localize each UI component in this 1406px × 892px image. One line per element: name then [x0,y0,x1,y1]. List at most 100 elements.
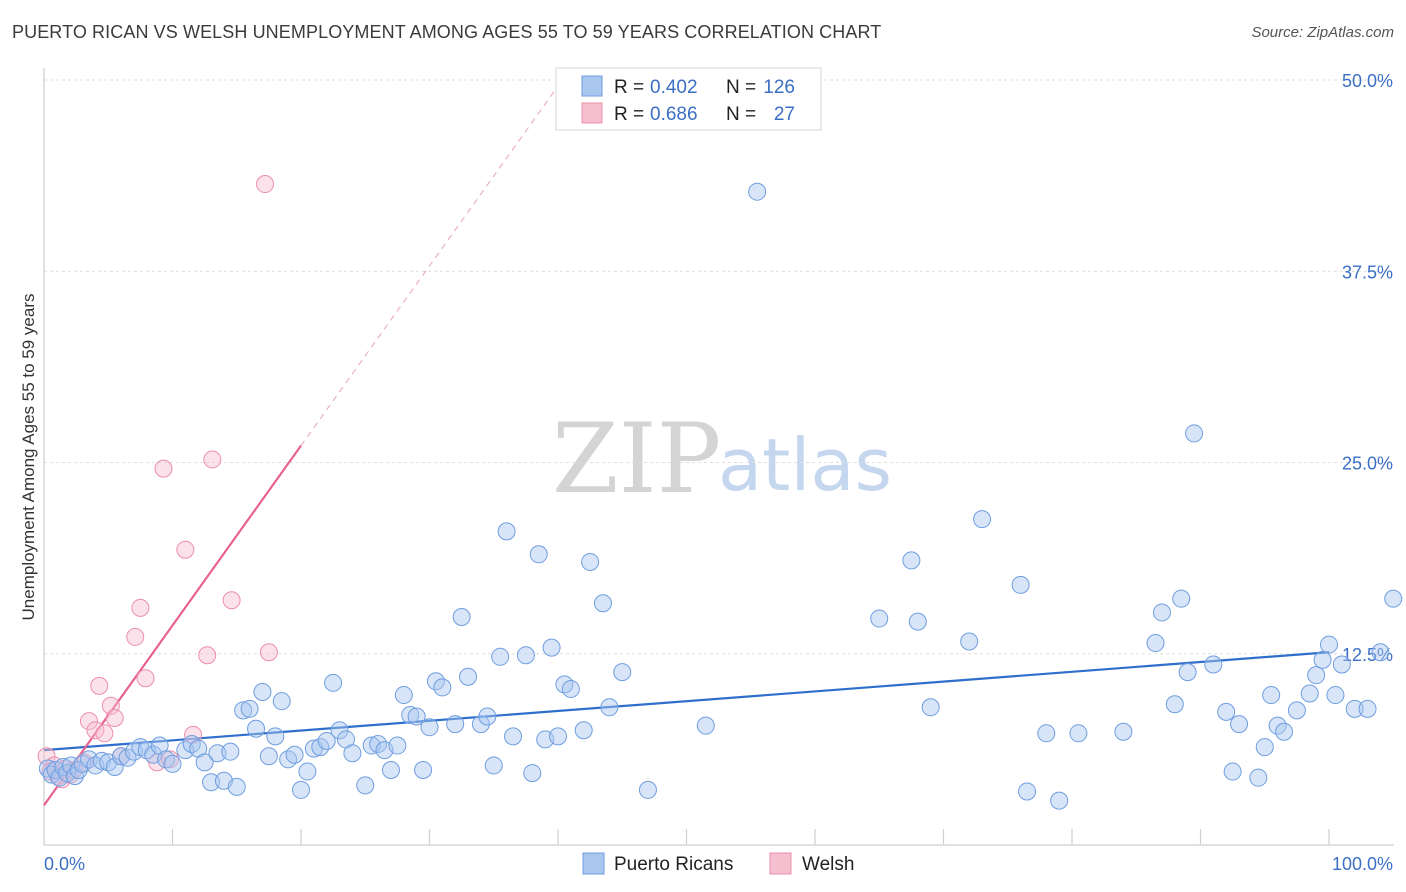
puerto-rican-point [208,744,227,763]
welsh-point [222,591,241,610]
puerto-rican-point [1249,768,1268,787]
puerto-rican-point [523,764,542,783]
y-tick-label: 37.5% [1342,262,1393,282]
puerto-rican-point [240,699,259,718]
puerto-rican-point [1326,686,1345,705]
puerto-rican-point [696,716,715,735]
puerto-rican-point [1313,650,1332,669]
puerto-rican-point [285,745,304,764]
puerto-rican-point [638,780,657,799]
puerto-rican-point [163,754,182,773]
puerto-rican-point [73,754,92,773]
puerto-rican-point [124,742,143,761]
puerto-rican-point [593,594,612,613]
welsh-point [184,725,203,744]
legend-r-value-2: 0.686 [650,104,698,125]
puerto-rican-point [516,646,535,665]
legend-r-label-2: R = [614,104,644,125]
welsh-point [203,450,222,469]
welsh-point [90,676,109,695]
y-axis-label: Unemployment Among Ages 55 to 59 years [19,294,38,621]
welsh-point [79,712,98,731]
puerto-rican-point [381,761,400,780]
puerto-rican-point [433,678,452,697]
welsh-point [176,540,195,559]
puerto-rican-point [1069,724,1088,743]
puerto-rican-point [272,692,291,711]
welsh-point [198,646,217,665]
legend-swatch-blue [581,75,603,97]
puerto-rican-point [253,683,272,701]
puerto-rican-point [973,510,992,529]
puerto-rican-points [38,182,1403,810]
watermark-zip: ZIP [552,403,721,515]
puerto-rican-point [491,647,510,666]
welsh-point [126,627,145,646]
puerto-rican-point [908,612,927,631]
welsh-points [37,175,278,789]
puerto-rican-point [504,727,523,746]
bottom-legend: Puerto Ricans Welsh [582,852,854,875]
puerto-rican-point [1300,684,1319,703]
puerto-rican-point [902,551,921,570]
puerto-rican-point [1358,699,1377,718]
y-tick-label: 25.0% [1342,454,1393,474]
y-tick-label: 12.5% [1342,645,1393,665]
trend-line-welsh [43,445,302,806]
puerto-rican-point [1307,666,1326,685]
puerto-rican-point [446,715,465,734]
puerto-rican-point [561,679,580,698]
trend-lines [43,85,1330,806]
bottom-legend-puerto-ricans: Puerto Ricans [614,854,733,875]
puerto-rican-point [921,698,940,717]
puerto-rican-point [581,552,600,571]
puerto-rican-point [221,742,240,761]
puerto-rican-point [1011,575,1030,594]
puerto-rican-point [1255,738,1274,757]
puerto-rican-point [317,731,336,750]
puerto-rican-point [555,675,574,694]
puerto-rican-point [574,721,593,740]
puerto-rican-point [1165,695,1184,714]
puerto-rican-point [1178,663,1197,682]
puerto-rican-point [407,707,426,726]
puerto-rican-point [259,747,278,766]
puerto-rican-point [247,719,266,738]
puerto-rican-point [613,663,632,682]
welsh-point [256,175,275,194]
puerto-rican-point [1320,635,1338,654]
puerto-rican-point [1204,655,1223,674]
grid-lines [44,79,1394,655]
trend-line-welsh-extension [300,85,559,447]
puerto-rican-point [529,545,548,564]
welsh-point [131,598,150,617]
x-tick-label-max: 100.0% [1332,854,1393,874]
puerto-rican-point [459,667,478,686]
puerto-rican-point [1114,722,1133,741]
puerto-rican-point [1217,702,1236,721]
x-ticks [171,829,1330,845]
bottom-legend-swatch-blue [582,852,605,875]
legend-r-label-1: R = [614,77,644,98]
welsh-point [95,724,114,743]
puerto-rican-point [471,715,490,734]
puerto-rican-point [202,773,221,792]
puerto-rican-point [748,182,767,201]
legend-n-value-1: 126 [763,77,795,98]
puerto-rican-point [343,744,362,763]
puerto-rican-point [330,721,349,740]
watermark-atlas: atlas [718,423,892,507]
puerto-rican-point [549,727,567,746]
bottom-legend-swatch-pink [769,852,792,875]
puerto-rican-point [1230,715,1249,734]
welsh-point [105,709,124,728]
puerto-rican-point [1172,589,1191,608]
puerto-rican-point [1371,643,1390,662]
legend-n-label-2: N = [726,104,756,125]
puerto-rican-point [1345,699,1364,718]
puerto-rican-point [1287,701,1306,720]
puerto-rican-point [1050,791,1069,810]
welsh-point [136,669,155,688]
legend-swatch-pink [581,102,603,124]
